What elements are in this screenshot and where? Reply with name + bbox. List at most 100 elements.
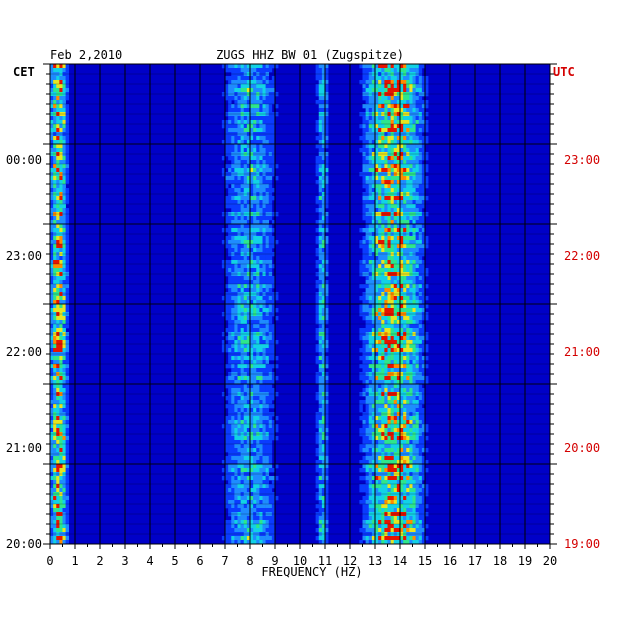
heatmap-cell [390, 400, 395, 405]
heatmap-cell [225, 488, 229, 493]
heatmap-cell [406, 484, 410, 489]
heatmap-cell [415, 100, 420, 105]
heatmap-cell [387, 76, 391, 81]
heatmap-cell [256, 84, 260, 89]
heatmap-cell [246, 448, 251, 453]
heatmap-cell [315, 272, 320, 277]
heatmap-cell [59, 156, 63, 161]
heatmap-cell [250, 352, 254, 357]
heatmap-cell [396, 472, 401, 477]
heatmap-cell [393, 420, 398, 425]
heatmap-cell [390, 404, 395, 409]
heatmap-cell [318, 360, 323, 365]
heatmap-cell [256, 408, 260, 413]
heatmap-cell [240, 384, 245, 389]
heatmap-cell [418, 124, 423, 129]
heatmap-cell [253, 400, 257, 405]
heatmap-cell [268, 436, 273, 441]
heatmap-cell [396, 224, 401, 229]
heatmap-cell [315, 156, 320, 161]
heatmap-cell [396, 228, 401, 233]
heatmap-cell [318, 224, 323, 229]
heatmap-cell [56, 228, 60, 233]
heatmap-cell [240, 208, 245, 213]
heatmap-cell [378, 76, 382, 81]
heatmap-cell [56, 112, 60, 117]
heatmap-cell [396, 440, 401, 445]
heatmap-cell [375, 196, 379, 201]
heatmap-cell [359, 308, 363, 313]
heatmap-cell [321, 420, 326, 425]
heatmap-cell [221, 92, 226, 97]
heatmap-cell [415, 388, 420, 393]
heatmap-cell [231, 380, 235, 385]
heatmap-cell [56, 352, 60, 357]
heatmap-cell [384, 184, 388, 189]
heatmap-cell [412, 276, 416, 281]
heatmap-cell [403, 304, 407, 309]
heatmap-cell [375, 144, 379, 149]
heatmap-cell [396, 400, 401, 405]
heatmap-cell [65, 108, 70, 113]
heatmap-cell [371, 184, 376, 189]
heatmap-cell [403, 464, 407, 469]
heatmap-cell [234, 384, 238, 389]
heatmap-cell [265, 416, 270, 421]
heatmap-cell [368, 228, 373, 233]
heatmap-cell [400, 224, 404, 229]
heatmap-cell [246, 96, 251, 101]
heatmap-cell [228, 108, 232, 113]
heatmap-cell [396, 460, 401, 465]
heatmap-cell [65, 236, 70, 241]
heatmap-cell [321, 116, 326, 121]
heatmap-cell [237, 172, 241, 177]
heatmap-cell [362, 416, 366, 421]
heatmap-cell [225, 308, 229, 313]
heatmap-cell [375, 244, 379, 249]
heatmap-cell [228, 320, 232, 325]
heatmap-cell [400, 84, 404, 89]
heatmap-cell [384, 168, 388, 173]
heatmap-cell [406, 252, 410, 257]
heatmap-cell [409, 368, 413, 373]
heatmap-cell [403, 388, 407, 393]
heatmap-cell [406, 192, 410, 197]
heatmap-cell [59, 172, 63, 177]
heatmap-cell [271, 132, 276, 137]
heatmap-cell [400, 160, 404, 165]
heatmap-cell [325, 64, 329, 69]
heatmap-cell [237, 68, 241, 73]
heatmap-cell [253, 324, 257, 329]
heatmap-cell [396, 424, 401, 429]
heatmap-cell [225, 64, 229, 69]
heatmap-cell [371, 68, 376, 73]
heatmap-cell [412, 152, 416, 157]
heatmap-cell [56, 140, 60, 145]
heatmap-cell [56, 256, 60, 261]
heatmap-cell [393, 132, 398, 137]
heatmap-cell [390, 152, 395, 157]
heatmap-cell [390, 208, 395, 213]
heatmap-cell [362, 440, 366, 445]
heatmap-cell [50, 296, 54, 301]
heatmap-cell [409, 96, 413, 101]
heatmap-cell [387, 264, 391, 269]
heatmap-cell [262, 212, 266, 217]
heatmap-cell [415, 264, 420, 269]
heatmap-cell [384, 492, 388, 497]
heatmap-cell [65, 320, 70, 325]
heatmap-cell [384, 372, 388, 377]
heatmap-cell [365, 372, 370, 377]
heatmap-cell [225, 180, 229, 185]
heatmap-cell [381, 492, 385, 497]
heatmap-cell [371, 284, 376, 289]
heatmap-cell [384, 200, 388, 205]
heatmap-cell [250, 212, 254, 217]
heatmap-cell [243, 240, 248, 245]
heatmap-cell [378, 180, 382, 185]
heatmap-cell [234, 168, 238, 173]
heatmap-cell [268, 340, 273, 345]
heatmap-cell [246, 204, 251, 209]
heatmap-cell [359, 304, 363, 309]
heatmap-cell [325, 460, 329, 465]
